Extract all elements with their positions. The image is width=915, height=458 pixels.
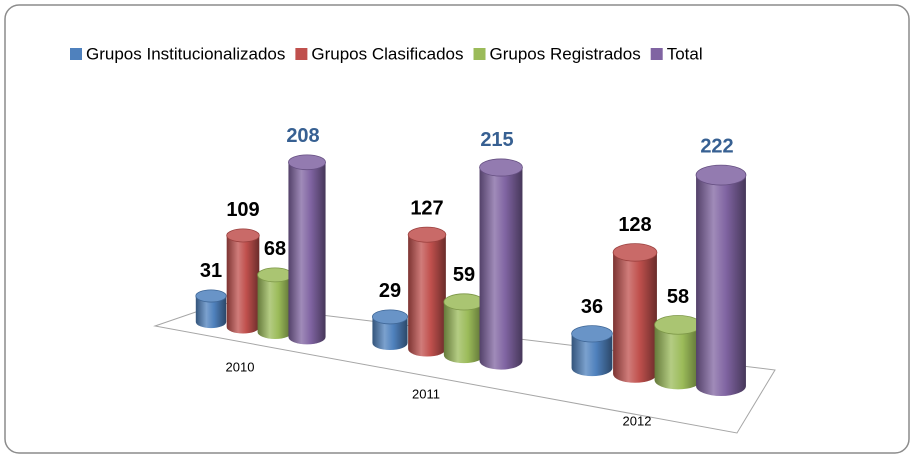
bar-top (654, 315, 702, 335)
bar (195, 295, 227, 329)
data-label: 215 (480, 129, 513, 151)
data-label: 68 (264, 238, 286, 260)
bar (696, 175, 746, 396)
legend-swatch (70, 48, 82, 60)
bar (257, 274, 293, 339)
bar-top (257, 267, 293, 283)
x-tick-label: 2011 (412, 386, 440, 401)
bar-top (195, 289, 227, 303)
data-label: 127 (410, 197, 443, 219)
bar-top (479, 158, 523, 177)
data-label: 59 (453, 264, 475, 286)
bar (613, 252, 657, 383)
bar-top (571, 325, 613, 343)
x-tick-label: 2010 (226, 359, 255, 374)
data-label: 208 (286, 125, 319, 147)
data-label: 31 (200, 260, 222, 282)
bar-top (612, 243, 658, 262)
bar (226, 235, 260, 334)
data-label: 29 (379, 280, 401, 302)
legend-label: Grupos Institucionalizados (86, 44, 285, 63)
data-label: 58 (667, 286, 689, 308)
data-label: 222 (700, 135, 733, 157)
bar (571, 333, 613, 377)
data-label: 36 (581, 296, 603, 318)
legend-swatch (650, 48, 663, 60)
bar-top (372, 309, 408, 325)
legend-label: Grupos Clasificados (311, 44, 463, 63)
bar (288, 162, 326, 345)
bar (443, 301, 485, 364)
data-label: 128 (618, 214, 651, 236)
legend-label: Total (667, 44, 703, 63)
bar (654, 324, 702, 390)
bar-top (226, 228, 260, 243)
bar-top (288, 154, 326, 171)
bar (408, 234, 446, 357)
bar (372, 316, 408, 351)
bar-top (695, 164, 747, 186)
bar-top (407, 226, 447, 243)
chart-border (4, 4, 910, 454)
x-tick-label: 2012 (623, 413, 652, 428)
bar (479, 167, 523, 370)
legend-swatch (295, 48, 308, 60)
legend-label: Grupos Registrados (490, 44, 641, 63)
bar-top (443, 293, 485, 311)
legend-swatch (473, 48, 486, 60)
data-label: 109 (226, 199, 259, 221)
